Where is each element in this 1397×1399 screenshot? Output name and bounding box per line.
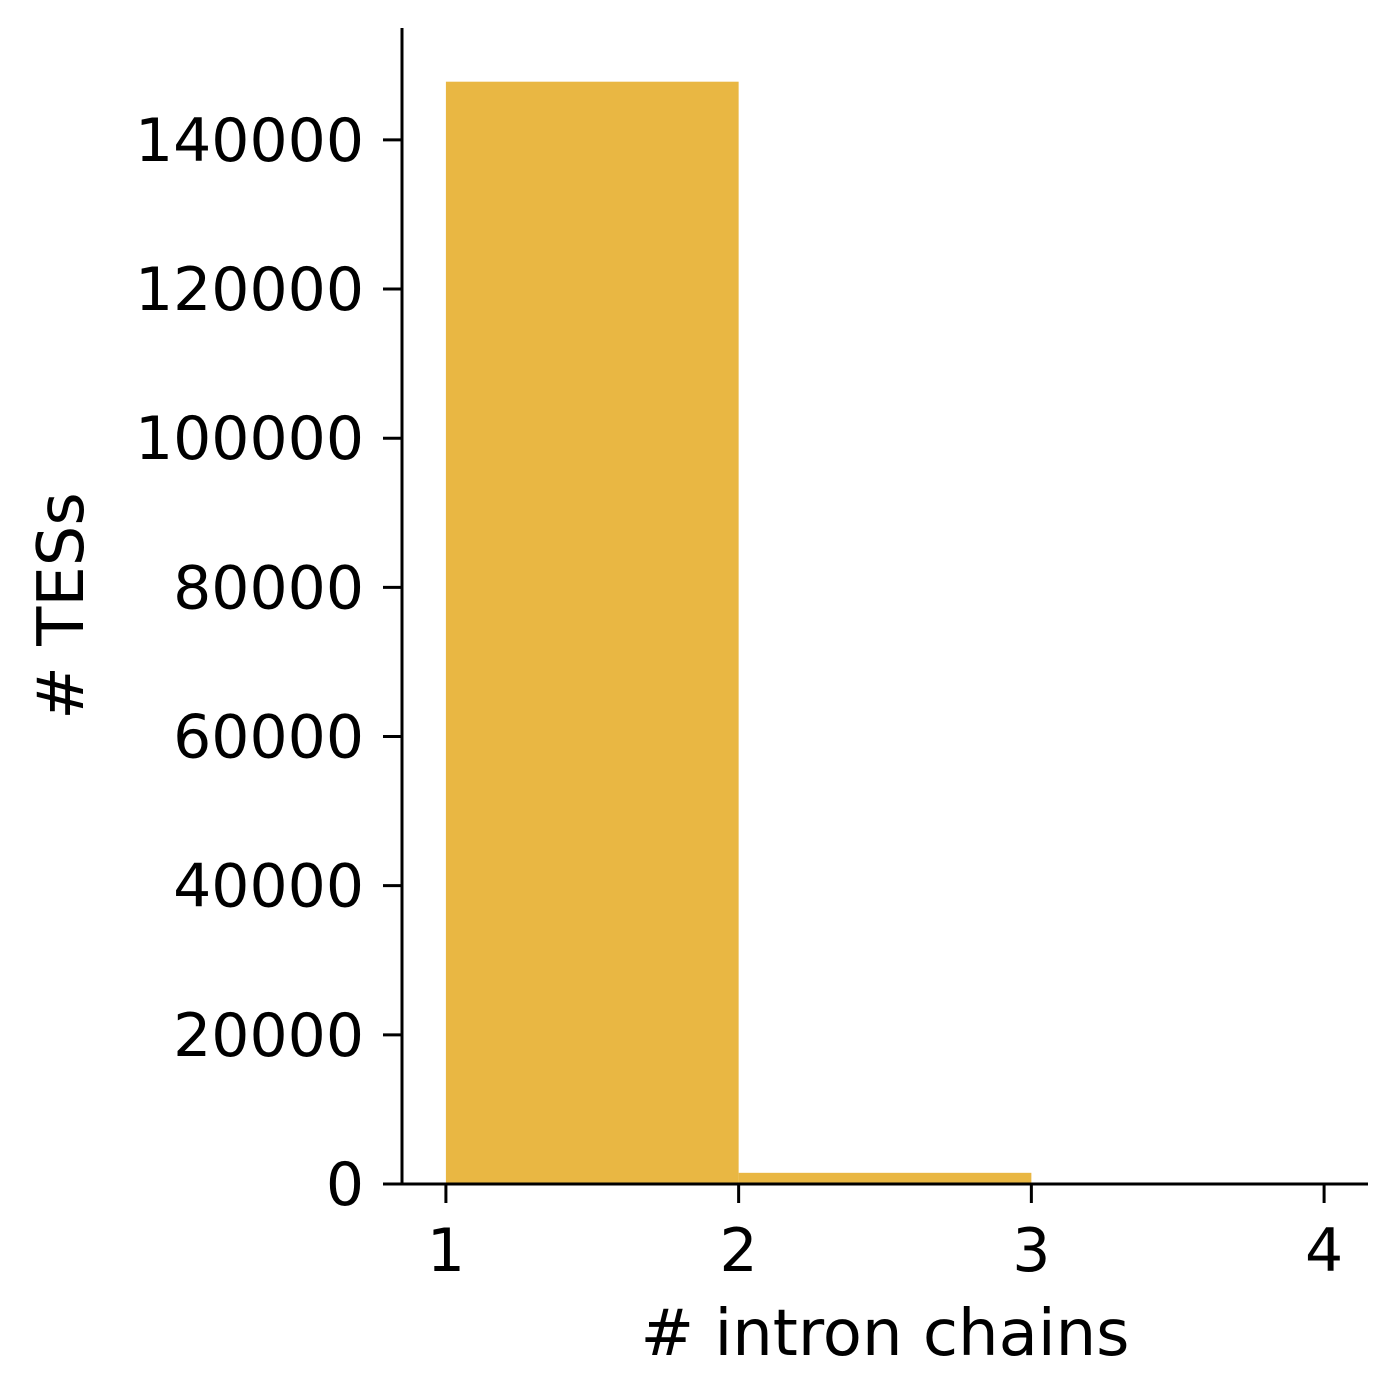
y-tick-label: 0 [326,1150,364,1220]
y-tick-label: 40000 [173,852,364,922]
y-axis-label: # TESs [25,492,99,719]
histogram-bars [445,81,1032,1184]
histogram-bar-2 [738,1172,1032,1184]
y-tick-label: 100000 [135,404,364,474]
y-tick-label: 60000 [173,703,364,773]
y-axis-ticks: 0 20000 40000 60000 80000 100000 120000 140000 [135,106,402,1220]
x-tick-label: 4 [1305,1216,1343,1286]
y-tick-label: 140000 [135,106,364,176]
y-tick-label: 120000 [135,255,364,325]
x-tick-label: 2 [720,1216,758,1286]
y-tick-label: 20000 [173,1001,364,1071]
x-axis-ticks: 1 2 3 4 [427,1184,1343,1286]
histogram-bar-1 [445,81,739,1184]
x-tick-label: 1 [427,1216,465,1286]
x-axis-label: # intron chains [640,1297,1129,1371]
y-tick-label: 80000 [173,553,364,623]
x-tick-label: 3 [1012,1216,1050,1286]
